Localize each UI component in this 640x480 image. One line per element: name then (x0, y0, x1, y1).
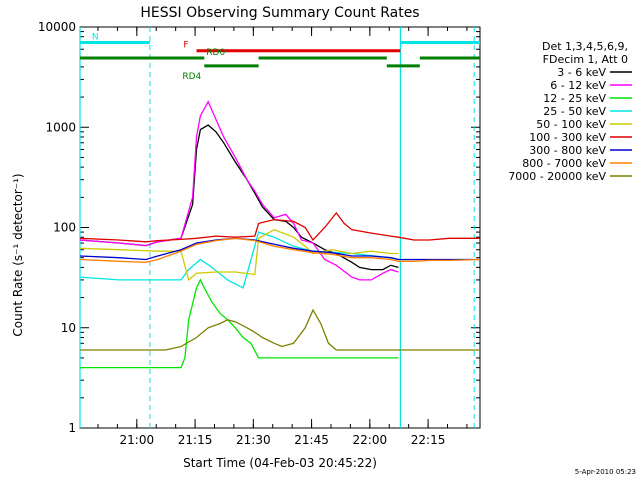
x-tick-label: 21:30 (236, 433, 271, 447)
flag-label: RD4 (182, 72, 201, 82)
legend-entry: 50 - 100 keV (536, 118, 606, 131)
flag-label: RD0 (206, 48, 225, 58)
legend-entry: 3 - 6 keV (557, 66, 606, 79)
y-tick-label: 100 (53, 221, 76, 235)
chart-title: HESSI Observing Summary Count Rates (140, 5, 419, 21)
x-tick-label: 21:45 (294, 433, 329, 447)
series-line (80, 278, 399, 369)
series-line (79, 237, 481, 263)
x-tick-label: 21:15 (178, 433, 213, 447)
x-axis-label: Start Time (04-Feb-03 20:45:22) (183, 456, 377, 470)
y-axis-label: Count Rate (s⁻¹ detector⁻¹) (11, 173, 25, 336)
flag-label: N (92, 33, 99, 43)
x-tick-label: 22:15 (411, 433, 446, 447)
legend-entry: 25 - 50 keV (543, 105, 606, 118)
y-tick-label: 10000 (38, 20, 76, 34)
series-line (80, 308, 480, 351)
legend-entry: 6 - 12 keV (550, 79, 606, 92)
series-line (79, 124, 399, 271)
x-tick-label: 22:00 (353, 433, 388, 447)
vertical-markers (79, 27, 475, 428)
y-tick-label: 10 (61, 321, 76, 335)
footer-timestamp: 5-Apr-2010 05:23 (575, 468, 636, 476)
legend-entry: 300 - 800 keV (529, 144, 606, 157)
legend-header: FDecim 1, Att 0 (543, 53, 628, 66)
legend-entry: 100 - 300 keV (529, 131, 606, 144)
series-line (79, 237, 480, 261)
y-tick-label: 1 (68, 421, 76, 435)
y-tick-label: 1000 (45, 120, 76, 134)
axis-ticks: 1 10 100 1000 10000 21:00 21:15 21:30 21:45 22:00… (38, 20, 480, 447)
legend-header: Det 1,3,4,5,6,9, (542, 40, 628, 53)
series-lines (79, 100, 481, 369)
x-tick-label: 21:00 (120, 433, 155, 447)
observing-flags: N F RD0 RD4 (80, 33, 480, 82)
series-line (79, 211, 480, 243)
legend-entry: 7000 - 20000 keV (508, 170, 606, 183)
legend: Det 1,3,4,5,6,9,FDecim 1, Att 03 - 6 keV… (508, 40, 632, 183)
legend-entry: 12 - 25 keV (543, 92, 606, 105)
legend-entry: 800 - 7000 keV (522, 157, 606, 170)
flag-label: F (183, 41, 188, 51)
